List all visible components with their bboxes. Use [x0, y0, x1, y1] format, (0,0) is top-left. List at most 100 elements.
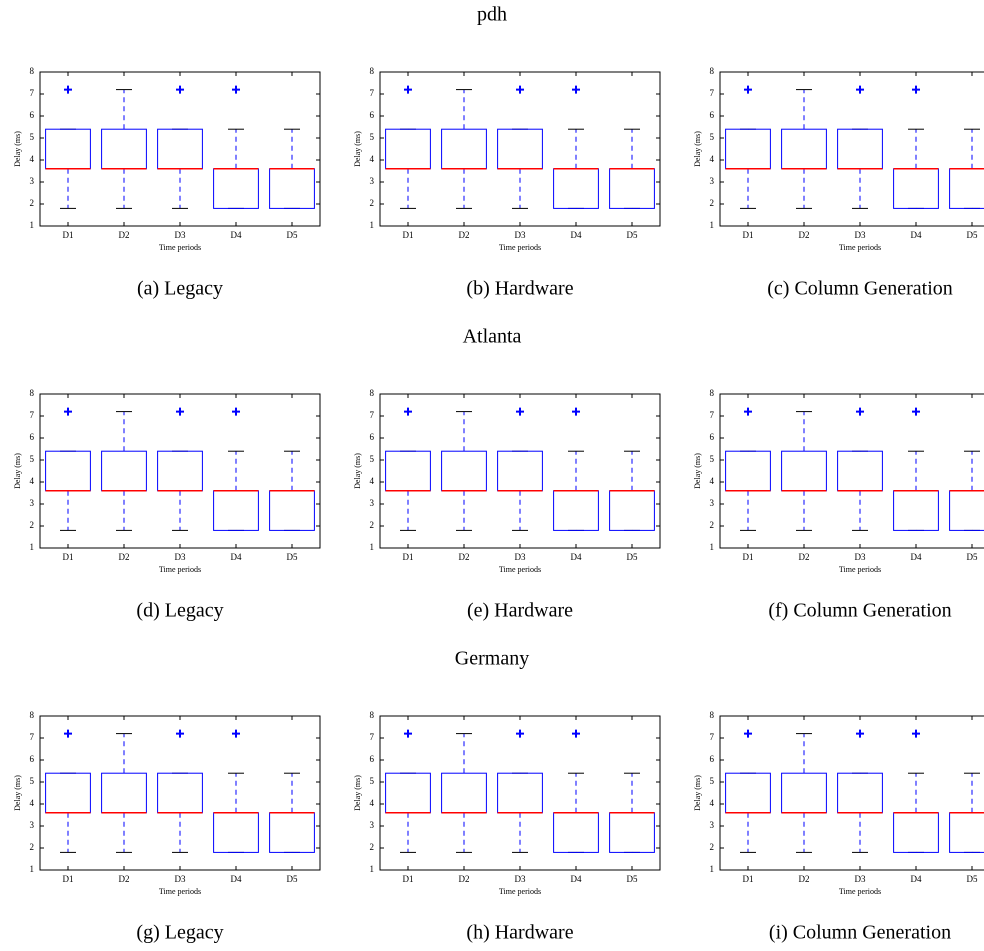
box — [157, 128, 203, 170]
y-tick-label: 3 — [710, 820, 715, 830]
outlier — [232, 729, 240, 738]
plot-frame — [719, 393, 984, 549]
outlier — [176, 407, 184, 416]
y-tick-label: 4 — [370, 154, 375, 164]
box-chart: 1 2 3 4 5 6 7 8 Delay (ms) Time periods (i) Column… — [693, 710, 984, 944]
box — [781, 772, 827, 814]
box — [385, 128, 431, 170]
caption: (b) Hardware — [466, 278, 573, 300]
box — [893, 168, 939, 209]
box — [893, 490, 939, 531]
outlier — [744, 85, 752, 94]
y-tick-label: 8 — [370, 66, 375, 76]
x-axis-label: Time periods — [159, 565, 201, 574]
y-axis-label: Delay (ms) — [353, 453, 362, 489]
x-tick-label: D2 — [119, 874, 130, 884]
outlier — [404, 729, 412, 738]
section-title: Atlanta — [463, 326, 522, 348]
y-axis-label: Delay (ms) — [13, 453, 22, 489]
y-tick-label: 6 — [710, 110, 715, 120]
x-axis-label: Time periods — [499, 243, 541, 252]
box — [441, 772, 487, 814]
x-tick-label: D2 — [799, 874, 810, 884]
box — [837, 772, 883, 814]
x-tick-label: D1 — [63, 230, 74, 240]
box — [497, 772, 543, 814]
y-tick-label: 6 — [30, 432, 35, 442]
x-tick-label: D4 — [911, 552, 922, 562]
box — [949, 812, 984, 853]
y-tick-label: 1 — [30, 864, 35, 874]
y-axis-label: Delay (ms) — [13, 131, 22, 167]
outlier — [572, 85, 580, 94]
x-tick-label: D5 — [287, 874, 298, 884]
x-tick-label: D2 — [459, 230, 470, 240]
plot-frame — [39, 393, 321, 549]
y-tick-label: 5 — [370, 776, 375, 786]
box — [609, 168, 655, 209]
x-tick-label: D5 — [627, 230, 638, 240]
x-tick-label: D4 — [231, 552, 242, 562]
y-tick-label: 7 — [30, 410, 35, 420]
x-tick-label: D3 — [175, 552, 186, 562]
y-tick-label: 7 — [30, 732, 35, 742]
caption: (h) Hardware — [466, 922, 573, 944]
caption: (a) Legacy — [137, 278, 223, 300]
y-tick-label: 2 — [710, 842, 715, 852]
y-tick-label: 4 — [30, 476, 35, 486]
y-tick-label: 8 — [370, 388, 375, 398]
x-tick-label: D1 — [743, 874, 754, 884]
box — [213, 168, 259, 209]
caption: (i) Column Generation — [769, 922, 951, 944]
outlier — [912, 729, 920, 738]
y-tick-label: 3 — [30, 498, 35, 508]
plot-frame — [719, 715, 984, 871]
x-tick-label: D1 — [403, 874, 414, 884]
x-tick-label: D3 — [515, 552, 526, 562]
box — [157, 450, 203, 492]
y-tick-label: 6 — [30, 110, 35, 120]
x-tick-label: D4 — [231, 874, 242, 884]
caption: (f) Column Generation — [768, 600, 951, 622]
outlier — [744, 407, 752, 416]
x-tick-label: D2 — [119, 552, 130, 562]
outlier — [232, 85, 240, 94]
y-tick-label: 7 — [370, 732, 375, 742]
x-axis-label: Time periods — [159, 887, 201, 896]
x-tick-label: D2 — [459, 552, 470, 562]
y-tick-label: 4 — [370, 798, 375, 808]
x-axis-label: Time periods — [499, 565, 541, 574]
outlier — [744, 729, 752, 738]
y-tick-label: 7 — [30, 88, 35, 98]
y-tick-label: 1 — [30, 542, 35, 552]
box-chart: 1 2 3 4 5 6 7 8 Delay (ms) Time periods (f) Column… — [693, 388, 984, 622]
y-axis-label: Delay (ms) — [13, 775, 22, 811]
x-tick-label: D3 — [175, 230, 186, 240]
y-axis-label: Delay (ms) — [353, 131, 362, 167]
y-tick-label: 5 — [710, 132, 715, 142]
x-tick-label: D4 — [571, 230, 582, 240]
box — [45, 450, 91, 492]
box — [781, 128, 827, 170]
box-chart: 1 2 3 4 5 6 7 8 Delay (ms) Time periods (d) Legacy… — [13, 388, 321, 622]
section-title: pdh — [477, 4, 507, 26]
x-axis-label: Time periods — [159, 243, 201, 252]
box — [609, 812, 655, 853]
x-tick-label: D1 — [63, 874, 74, 884]
y-tick-label: 1 — [370, 542, 375, 552]
y-tick-label: 1 — [710, 220, 715, 230]
box — [725, 450, 771, 492]
y-tick-label: 4 — [30, 798, 35, 808]
y-tick-label: 2 — [370, 520, 375, 530]
y-tick-label: 4 — [710, 798, 715, 808]
y-tick-label: 5 — [370, 132, 375, 142]
box — [553, 812, 599, 853]
box-chart: 1 2 3 4 5 6 7 8 Delay (ms) Time periods (g) Legacy… — [13, 710, 321, 944]
outlier — [856, 85, 864, 94]
y-tick-label: 8 — [30, 66, 35, 76]
y-tick-label: 1 — [710, 542, 715, 552]
y-axis-label: Delay (ms) — [693, 775, 702, 811]
x-tick-label: D5 — [627, 874, 638, 884]
box — [101, 772, 147, 814]
y-tick-label: 6 — [370, 432, 375, 442]
